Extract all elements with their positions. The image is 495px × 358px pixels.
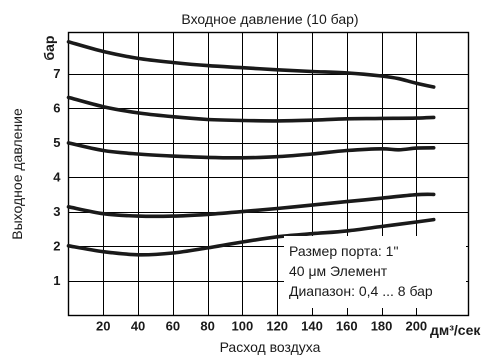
y-tick-label: 4	[53, 169, 61, 184]
x-tick-label: 180	[371, 319, 393, 334]
x-unit-label: дм³/сек	[430, 322, 481, 338]
x-tick-label: 40	[131, 319, 145, 334]
chart-title: Входное давление (10 бар)	[181, 11, 358, 27]
y-tick-label: 1	[53, 273, 60, 288]
annotation-box	[284, 236, 466, 308]
tick-labels: 20 40 60 80 100 120 140 160 180 200 1 2 3 4 5 6 7	[53, 66, 427, 334]
curves	[66, 40, 436, 257]
x-axis-label: Расход воздуха	[220, 339, 321, 355]
series-line-5	[66, 217, 436, 257]
x-tick-label: 60	[166, 319, 180, 334]
series-line-2	[66, 95, 436, 123]
x-tick-label: 120	[266, 319, 288, 334]
y-tick-label: 7	[53, 66, 60, 81]
annotation-line-2: 40 μм Элемент	[289, 263, 388, 279]
x-tick-label: 160	[336, 319, 358, 334]
y-tick-label: 5	[53, 135, 60, 150]
y-tick-label: 6	[53, 100, 60, 115]
x-tick-label: 140	[301, 319, 323, 334]
series-line-4	[66, 192, 436, 219]
y-axis-label: Выходное давление	[9, 108, 25, 240]
y-tick-label: 3	[53, 204, 60, 219]
x-tick-label: 200	[405, 319, 427, 334]
plot-frame	[67, 31, 470, 317]
annotation-line-1: Размер порта: 1"	[289, 243, 398, 259]
x-tick-label: 80	[200, 319, 214, 334]
x-tick-label: 20	[96, 319, 110, 334]
x-tick-label: 100	[232, 319, 254, 334]
grid	[68, 32, 469, 316]
y-unit-label: бар	[41, 36, 57, 61]
series-line-1	[66, 40, 436, 89]
series-line-3	[66, 141, 436, 160]
y-tick-label: 2	[53, 238, 60, 253]
annotation-line-3: Диапазон: 0,4 ... 8 бар	[289, 283, 433, 299]
